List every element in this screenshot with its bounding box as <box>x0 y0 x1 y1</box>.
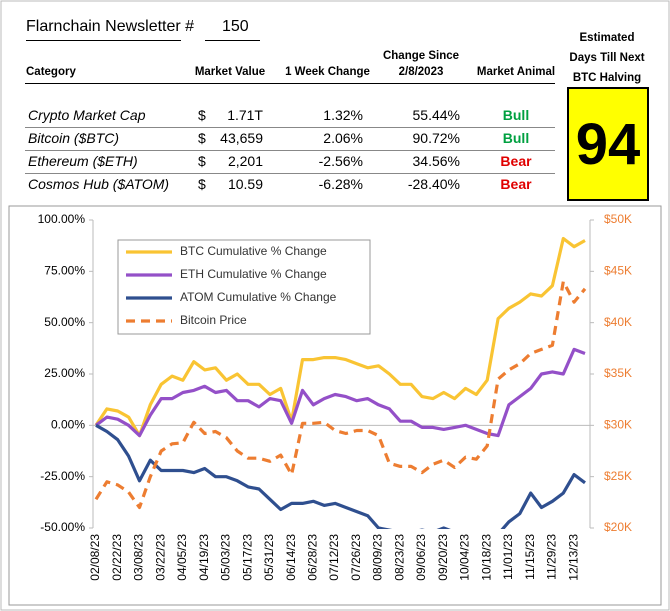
x-tick-label: 09/06/23 <box>414 534 428 581</box>
market-animal: Bear <box>500 153 532 169</box>
x-tick-label: 11/15/23 <box>523 534 537 580</box>
x-tick-label: 12/13/23 <box>566 534 580 581</box>
market-animal: Bull <box>502 107 530 123</box>
y-tick-label: 0.00% <box>51 418 85 432</box>
legend-label: ATOM Cumulative % Change <box>180 290 337 304</box>
market-value: 43,659 <box>220 130 263 146</box>
y2-tick-label: $40K <box>604 315 632 329</box>
market-animal: Bear <box>500 176 532 192</box>
series-line <box>94 236 586 438</box>
table-row: Ethereum ($ETH) $2,201 -2.56% 34.56% Bear <box>25 151 555 174</box>
y2-tick-label: $35K <box>604 366 632 380</box>
x-tick-label: 08/23/23 <box>392 534 406 581</box>
x-tick-label: 08/09/23 <box>371 534 385 581</box>
x-tick-label: 03/08/23 <box>132 534 146 581</box>
halving-label: Estimated Days Till Next BTC Halving <box>569 32 645 84</box>
y2-tick-label: $50K <box>604 212 632 226</box>
chart-border <box>8 205 662 606</box>
market-value: 2,201 <box>227 153 263 169</box>
legend-label: BTC Cumulative % Change <box>180 244 327 258</box>
x-tick-label: 05/03/23 <box>219 534 233 581</box>
x-tick-label: 11/01/23 <box>501 534 515 580</box>
x-tick-label: 04/05/23 <box>175 534 189 581</box>
issue-underline <box>205 40 260 41</box>
x-tick-label: 06/14/23 <box>284 534 298 581</box>
legend-box <box>117 239 371 335</box>
y2-tick-label: $25K <box>604 469 632 483</box>
x-tick-label: 02/22/23 <box>110 534 124 581</box>
series-line <box>95 423 586 529</box>
market-value: 1.71T <box>227 107 263 123</box>
currency-sign: $ <box>198 130 206 146</box>
newsletter-title: Flarnchain Newsletter # <box>26 18 195 35</box>
week-change: -2.56% <box>318 153 363 169</box>
column-header: Change Since 2/8/2023 <box>382 50 460 78</box>
currency-sign: $ <box>198 176 206 192</box>
y-tick-label: -50.00% <box>40 520 85 534</box>
week-change: 1.32% <box>323 107 363 123</box>
x-tick-label: 04/19/23 <box>197 534 211 581</box>
y-tick-label: 50.00% <box>44 315 85 329</box>
table-row: Cosmos Hub ($ATOM) $10.59 -6.28% -28.40% Bea… <box>25 174 555 196</box>
x-tick-label: 07/26/23 <box>349 534 363 581</box>
x-tick-label: 05/17/23 <box>240 534 254 581</box>
legend-label: Bitcoin Price <box>180 313 247 327</box>
x-tick-label: 06/28/23 <box>306 534 320 581</box>
x-tick-label: 02/08/23 <box>88 534 102 581</box>
since-change: 90.72% <box>412 130 460 146</box>
column-header: Category <box>26 66 76 78</box>
category-name: Bitcoin ($BTC) <box>28 130 120 146</box>
table-row: Crypto Market Cap $1.71T 1.32% 55.44% Bull <box>25 105 555 128</box>
since-change: 55.44% <box>412 107 460 123</box>
currency-sign: $ <box>198 107 206 123</box>
x-tick-label: 09/20/23 <box>436 534 450 581</box>
x-tick-label: 10/18/23 <box>479 534 493 581</box>
legend-label: ETH Cumulative % Change <box>180 267 327 281</box>
table-row: Bitcoin ($BTC) $43,659 2.06% 90.72% Bull <box>25 128 555 151</box>
header-rule <box>25 83 555 84</box>
category-name: Crypto Market Cap <box>28 107 146 123</box>
since-change: 34.56% <box>412 153 460 169</box>
series-line <box>95 347 586 438</box>
week-change: -6.28% <box>318 176 363 192</box>
since-change: -28.40% <box>407 176 460 192</box>
title-underline <box>26 40 181 41</box>
market-value: 10.59 <box>227 176 263 192</box>
column-header: Market Value <box>194 66 266 78</box>
x-tick-label: 10/04/23 <box>458 534 472 581</box>
x-tick-label: 05/31/23 <box>262 534 276 581</box>
plot-area <box>94 236 587 529</box>
market-animal: Bull <box>502 130 530 146</box>
series-line <box>94 280 587 510</box>
y2-tick-label: $20K <box>604 520 632 534</box>
y2-tick-label: $45K <box>604 264 632 278</box>
week-change: 2.06% <box>323 130 363 146</box>
x-tick-label: 07/12/23 <box>327 534 341 581</box>
y-tick-label: -25.00% <box>40 469 85 483</box>
currency-sign: $ <box>198 153 206 169</box>
category-name: Ethereum ($ETH) <box>28 153 138 169</box>
y-tick-label: 25.00% <box>44 366 85 380</box>
x-tick-label: 03/22/23 <box>153 534 167 581</box>
y-tick-label: 100.00% <box>38 212 86 226</box>
y2-tick-label: $30K <box>604 418 632 432</box>
category-name: Cosmos Hub ($ATOM) <box>28 176 170 192</box>
halving-days: 94 <box>567 87 649 201</box>
column-header: Market Animal <box>476 66 556 78</box>
column-header: 1 Week Change <box>285 66 370 78</box>
y-tick-label: 75.00% <box>44 264 85 278</box>
x-tick-label: 11/29/23 <box>545 534 559 580</box>
issue-number: 150 <box>222 18 249 35</box>
